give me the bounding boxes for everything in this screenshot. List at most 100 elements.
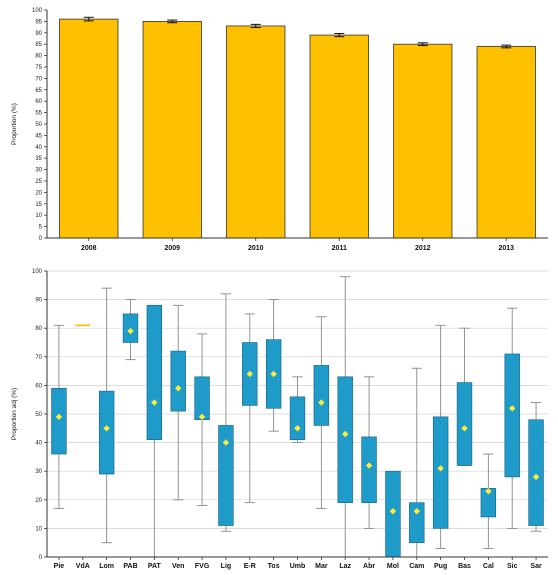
bar-chart-x-tick-label: 2010: [248, 245, 264, 252]
bar-chart-y-tick-label: 10: [35, 213, 42, 219]
box-iqr: [313, 365, 330, 426]
box-mean-marker: [222, 439, 230, 446]
bar-chart-y-tick-label: 100: [32, 8, 43, 14]
bar-chart-y-axis-label: Proportion (%): [11, 103, 18, 145]
box-iqr: [194, 376, 210, 421]
bar-chart-y-tick-label: 20: [35, 190, 42, 196]
bar-2009: [142, 20, 202, 239]
box-mean-marker: [103, 425, 110, 432]
bar-chart-y-tick-label: 75: [35, 65, 42, 71]
error-bar-2008: [83, 16, 94, 22]
bar-chart-y-tick-label: 40: [35, 145, 42, 151]
box-umb: [289, 376, 306, 444]
bar-chart-x-tick-label: 2011: [332, 245, 347, 252]
bar-chart-y-ticks: 0 5 10 15 20 25 30 35 40 45 50 55 60 65 70 75 80 85 90 95 10…: [32, 8, 47, 242]
bar-chart-yearly: 0 5 10 15 20 25 30 35 40 45 50 55 60 65 70 75 80 85 90 95 10…: [0, 0, 558, 262]
box-plot-x-tick-label: Bas: [458, 563, 471, 570]
box-iqr: [51, 387, 67, 455]
box-iqr: [528, 419, 544, 526]
bar-chart-y-tick-label: 25: [35, 179, 42, 185]
box-plot-x-tick-label: Sic: [507, 563, 518, 570]
box-laz: [337, 276, 353, 558]
bar-chart-y-tick-label: 0: [39, 236, 43, 242]
box-ven: [170, 304, 186, 501]
bar-chart-y-tick-label: 60: [35, 99, 42, 105]
box-iqr: [456, 382, 473, 466]
box-iqr: [98, 390, 115, 475]
box-plot-y-tick-label: 0: [39, 555, 43, 561]
bar-2011: [309, 34, 369, 239]
box-mean-marker: [461, 425, 468, 432]
box-mean-marker: [342, 430, 349, 438]
bar-chart-y-tick-label: 65: [35, 88, 42, 94]
error-bar-2012: [417, 42, 428, 47]
bar-chart-y-tick-label: 80: [35, 54, 42, 60]
box-mean-marker: [318, 399, 325, 406]
bar-chart-y-tick-label: 15: [35, 202, 42, 208]
box-mean-marker: [365, 462, 373, 469]
box-plot-y-axis-label: Proportion adj (%): [11, 388, 18, 440]
box-mol: [385, 470, 401, 558]
box-sar: [528, 402, 544, 532]
bar-chart-y-tick-label: 90: [35, 31, 42, 37]
box-plot-y-tick-label: 20: [35, 498, 42, 504]
error-bar-2010: [250, 23, 261, 29]
box-plot-x-ticks: Pie VdA Lom PAB PAT Ven FVG Lig E-R Tos Umb Mar Laz A…: [54, 557, 542, 570]
box-mean-marker: [270, 370, 277, 378]
box-lom: [98, 287, 115, 544]
box-abr: [361, 376, 377, 529]
bar-chart-y-tick-label: 70: [35, 76, 42, 82]
box-iqr: [432, 416, 449, 529]
box-mean-marker: [532, 473, 540, 481]
bar-chart-y-tick-label: 45: [35, 133, 42, 139]
box-plot-y-tick-label: 90: [35, 298, 42, 304]
bar-chart-x-tick-label: 2013: [498, 245, 514, 252]
bar-2008: [59, 18, 119, 239]
box-mean-marker: [151, 399, 158, 406]
box-plot-x-tick-label: Umb: [290, 563, 306, 570]
box-plot-x-tick-label: Lom: [99, 563, 114, 570]
box-plot-y-tick-label: 50: [35, 412, 42, 418]
box-mean-marker: [175, 385, 182, 392]
box-plot-y-tick-label: 10: [35, 526, 42, 532]
box-plot-x-tick-label: Abr: [363, 563, 375, 570]
bar-chart-x-ticks: 2008 2009 2010 2011 2012 2013: [81, 238, 514, 252]
box-fvg: [194, 333, 210, 506]
box-mean-marker: [389, 508, 397, 515]
box-plot-x-tick-label: Mar: [315, 563, 328, 570]
box-iqr: [337, 376, 353, 503]
box-mean-marker: [127, 327, 134, 335]
box-iqr: [289, 396, 306, 441]
box-lig: [218, 293, 234, 532]
box-bas: [456, 327, 473, 466]
box-plot-boxes: [51, 276, 544, 558]
box-plot-x-tick-label: Mol: [387, 563, 399, 570]
box-iqr: [218, 425, 234, 526]
box-tos: [265, 299, 282, 432]
box-pab: [122, 299, 139, 361]
error-bar-2011: [334, 32, 345, 38]
box-iqr: [361, 436, 377, 503]
box-iqr: [146, 305, 163, 441]
box-e-r: [242, 313, 258, 504]
box-mean-marker: [198, 413, 206, 421]
box-plot-x-tick-label: PAT: [148, 563, 162, 570]
bar-chart-y-tick-label: 95: [35, 19, 42, 25]
bar-2010: [226, 25, 286, 239]
bar-chart-bars: [59, 16, 536, 239]
box-mean-marker: [294, 425, 301, 432]
box-plot-y-tick-label: 100: [32, 269, 43, 275]
box-plot-x-tick-label: Pug: [434, 563, 447, 570]
bar-2012: [393, 43, 453, 239]
box-plot-x-tick-label: Ven: [172, 563, 184, 570]
bar-chart-y-tick-label: 30: [35, 168, 42, 174]
box-cam: [409, 367, 425, 558]
bar-chart-y-tick-label: 35: [35, 156, 42, 162]
box-cal: [480, 453, 497, 549]
bar-chart-y-tick-label: 5: [39, 225, 43, 231]
box-pie: [51, 324, 67, 509]
box-plot-x-tick-label: Laz: [339, 563, 351, 570]
bar-chart-x-tick-label: 2009: [164, 245, 180, 252]
box-plot-x-tick-label: Cam: [409, 563, 424, 570]
error-bar-2009: [167, 19, 178, 24]
